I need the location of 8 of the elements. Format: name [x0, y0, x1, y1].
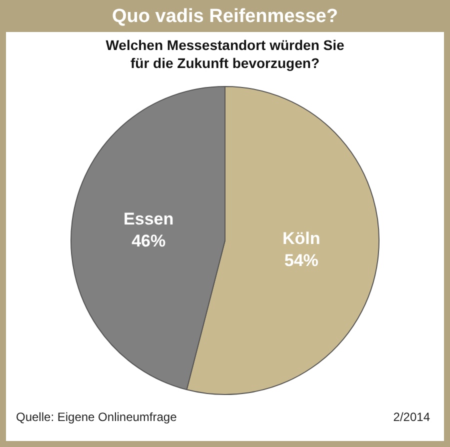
chart-title: Quo vadis Reifenmesse?	[6, 6, 444, 32]
chart-subtitle: Welchen Messestandort würden Sie für die Zukunft bevorzugen?	[104, 36, 346, 72]
data-label: 46%	[132, 232, 166, 251]
source-note: Quelle: Eigene Onlineumfrage	[16, 410, 177, 424]
slice-label: Köln	[282, 228, 320, 248]
data-label: 54%	[284, 250, 318, 270]
slice-label: Essen	[124, 210, 174, 229]
text: 2/2014	[393, 410, 430, 424]
